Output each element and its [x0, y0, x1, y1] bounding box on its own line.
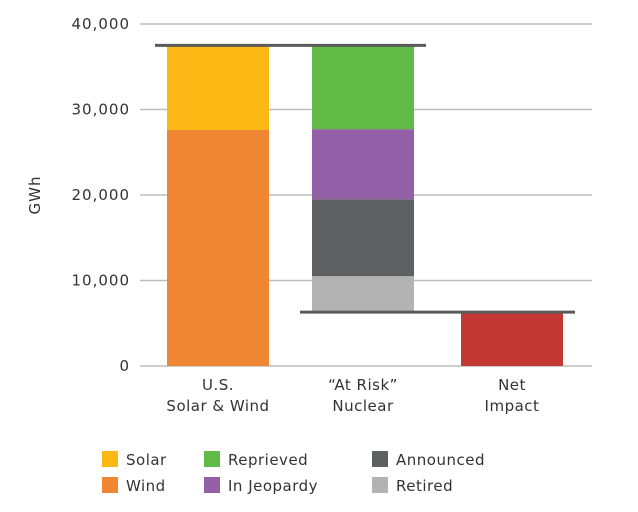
legend-swatch — [204, 477, 220, 493]
legend-label: Solar — [126, 451, 167, 469]
category-label-line2: Solar & Wind — [166, 397, 269, 415]
category-label-line1: “At Risk” — [328, 376, 398, 394]
legend-swatch — [372, 477, 388, 493]
bar-segment-reprieved — [312, 45, 414, 130]
legend-swatch — [102, 451, 118, 467]
legend-label: Announced — [396, 451, 485, 469]
y-tick-label: 0 — [119, 357, 130, 375]
legend-label: In Jeopardy — [228, 477, 318, 495]
legend-swatch — [204, 451, 220, 467]
category-labels: U.S. Solar & Wind “At Risk” Nuclear Net Impac… — [166, 376, 539, 415]
category-label-line1: U.S. — [202, 376, 234, 394]
y-tick-label: 30,000 — [72, 101, 131, 119]
reference-lines — [155, 43, 575, 314]
category-label-line1: Net — [498, 376, 526, 394]
y-tick-label: 40,000 — [72, 15, 131, 33]
legend-swatch — [102, 477, 118, 493]
bar-segment-wind — [167, 130, 269, 366]
legend: Solar Wind Reprieved In Jeopardy Announced Re… — [102, 451, 485, 495]
legend-swatch — [372, 451, 388, 467]
category-label-line2: Nuclear — [332, 397, 394, 415]
category-label-line2: Impact — [485, 397, 540, 415]
legend-label: Retired — [396, 477, 453, 495]
bars — [167, 45, 563, 366]
bar-segment-announced — [312, 199, 414, 277]
legend-label: Reprieved — [228, 451, 308, 469]
bar-segment-retired — [312, 276, 414, 313]
bar-segment-solar — [167, 45, 269, 131]
y-tick-label: 20,000 — [72, 186, 131, 204]
bar-segment-in-jeopardy — [312, 129, 414, 200]
y-axis-label: GWh — [26, 176, 44, 215]
y-tick-labels: 0 10,000 20,000 30,000 40,000 — [72, 15, 131, 375]
legend-label: Wind — [126, 477, 166, 495]
bar-segment-net-impact — [461, 312, 563, 366]
y-tick-label: 10,000 — [72, 272, 131, 290]
